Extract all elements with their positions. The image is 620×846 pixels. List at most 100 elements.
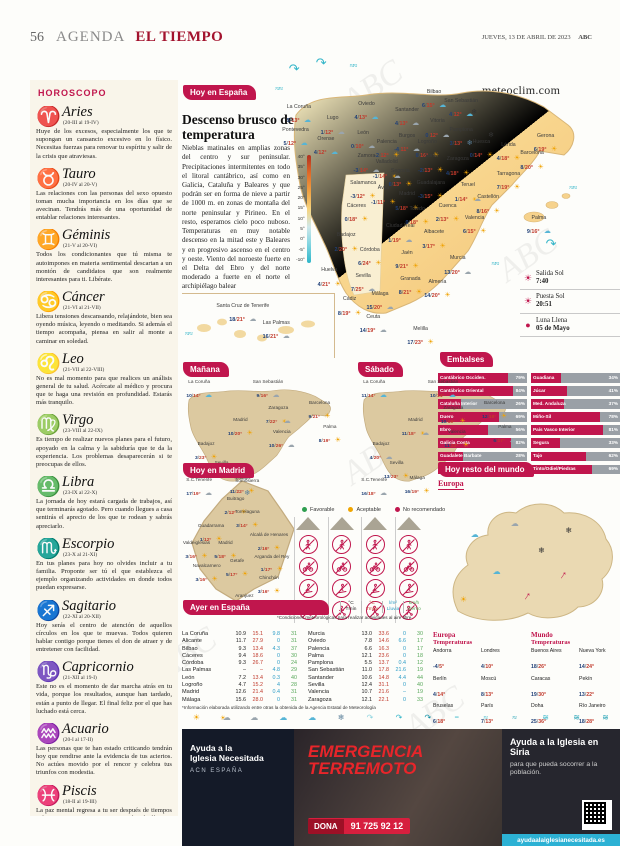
city-name: Madrid: [399, 191, 415, 198]
legend-weather-icon: ≈: [483, 713, 488, 722]
reservoir-row: País Vasco Interior 81%: [531, 425, 620, 435]
scale-label: 25°: [297, 185, 305, 191]
map-city: La Coruña 513° ☁: [287, 104, 311, 127]
mini-map-city: S.C.Tenerife 1618° ☁: [361, 477, 388, 500]
activity-not-recommended-icon: [365, 557, 385, 576]
reservoir-name: Cantábrico Oriental: [440, 387, 484, 393]
city-temps: 213°: [436, 217, 449, 223]
city-temps: -213°: [418, 168, 432, 174]
sun-moon-icon: ●: [525, 319, 531, 330]
mini-map-city: S.C.Tenerife 1719° ☁: [186, 477, 212, 500]
reservoir-name: Med. Andaluza: [533, 400, 566, 406]
weather-icon: ☀: [389, 198, 396, 206]
reservoir-pct: 69%: [608, 466, 618, 472]
map-city: Almería 1420° ☀: [424, 279, 450, 302]
map-city: Zamora -314° ☁: [354, 153, 380, 176]
city-temps: 413°: [354, 115, 367, 121]
ad-url-link[interactable]: ayudaalaiglesianecesitada.es: [502, 834, 620, 846]
dona-phone: 91 725 92 12: [350, 821, 404, 831]
weather-icon: ☀: [439, 242, 446, 250]
wave-icon: [350, 61, 357, 70]
yesterday-row: Madrid 12.6 21.4 0.4 31: [182, 689, 297, 696]
madrid-badge: Hoy en Madrid: [183, 463, 255, 478]
legend-weather-icon: ☀: [192, 713, 201, 722]
ad-right-text: para que pueda socorrer a la población.: [510, 760, 598, 776]
weather-icon: ☀: [273, 545, 281, 553]
weather-main: Hoy en España Descenso brusco de tempera…: [182, 55, 620, 846]
city-temps: 012°: [425, 133, 438, 139]
reservoir-row: Galicia Costa 82%: [438, 438, 527, 448]
reservoir-row: Guadalete Barbate 28%: [438, 451, 527, 462]
yesterday-row: Palencia 6.6 16.3 0 17: [308, 645, 423, 652]
weather-icon: ☀: [334, 280, 342, 288]
city-name: San Sebastián: [444, 97, 478, 104]
city-name: Castellón: [477, 194, 499, 201]
legend-dot-icon: [302, 507, 307, 513]
reservoir-row: Miño-Sil 78%: [531, 412, 620, 422]
map-city: Guadalajara -315° ☀: [416, 179, 445, 203]
scale-label: -5°: [298, 247, 305, 253]
madrid-town: Valdeiglesias 316° ☀: [183, 540, 210, 563]
activity-legend-item: No recomendado: [394, 507, 445, 513]
city-name: Ciudad Real: [386, 223, 415, 230]
city-temps: 916°: [527, 229, 540, 235]
sun-moon-value: 05 de Mayo: [536, 324, 570, 332]
cloud-icon: ☁: [510, 518, 519, 528]
reservoir-bar: [531, 412, 601, 422]
brand: ABC: [578, 34, 592, 41]
city-temps: 1320°: [444, 270, 460, 276]
city-temps: 512°: [283, 141, 296, 147]
weather-icon: ☁: [412, 146, 420, 154]
map-city: Málaga 1520° ☁: [366, 291, 393, 314]
scale-gradient-bar: [306, 155, 311, 263]
city-name: Bilbao: [426, 89, 442, 96]
weather-icon: ☀: [453, 216, 460, 224]
activity-not-recommended-icon: [365, 579, 385, 598]
city-name: Murcia: [449, 255, 466, 262]
activity-not-recommended-icon: [399, 579, 419, 598]
reservoir-row: Segura 33%: [531, 438, 620, 448]
weather-icon: ☀: [246, 430, 253, 438]
city-temps: 112°: [321, 130, 334, 136]
qr-code[interactable]: [582, 800, 612, 830]
weather-icon: ☁: [405, 236, 413, 244]
weather-icon: ☀: [486, 152, 494, 160]
page-header: JUEVES, 13 DE ABRIL DE 2023 ABC 56 AGEND…: [30, 28, 592, 50]
reservoir-bar: [531, 425, 604, 435]
weather-icon: ☀: [351, 245, 358, 253]
header-label: Lluvia: [386, 606, 400, 612]
map-city: Orense 412° ☁: [314, 136, 338, 159]
reservoir-name: Guadalete Barbate: [440, 453, 482, 459]
city-name: Guadalajara: [416, 179, 445, 186]
map-city: Palma 916° ☁: [527, 215, 551, 238]
map-city: Bilbao 615° ☁: [422, 89, 446, 112]
sign-dates: (20-I al 17-II): [63, 736, 93, 743]
weather-icon: ☀: [513, 184, 521, 192]
weather-icon: ☁: [412, 120, 420, 127]
city-name: Teruel: [460, 182, 475, 189]
advertisement-banner[interactable]: Ayuda a la Iglesia Necesitada ACN ESPAÑA …: [182, 729, 620, 846]
weather-icon: ☁: [303, 117, 311, 125]
map-city: Ceuta 1419° ☁: [360, 314, 387, 337]
sign-text: Las personas que te han estado criticand…: [36, 744, 172, 777]
legend-dot-icon: [348, 507, 354, 513]
weather-icon: ☁: [380, 490, 388, 498]
city-temps: 518°: [395, 206, 408, 212]
sign-text: Las relaciones con las personas del sexo…: [36, 189, 172, 222]
city-temps: 819°: [338, 311, 351, 317]
zodiac-icon: ♓: [36, 784, 61, 807]
sierra-column: [394, 517, 423, 623]
zodiac-icon: ♈: [36, 106, 61, 128]
yesterday-headers: °C Tmín °C Tmáx l/m² Lluvia km/h Viento: [340, 601, 424, 613]
map-city: Murcia 1320° ☁: [444, 255, 471, 278]
ad-donate-button[interactable]: DONA 91 725 92 12: [308, 818, 411, 834]
map-city: Burgos -411° ☁: [394, 133, 420, 156]
map-city: Lugo 112° ☁: [321, 115, 345, 138]
city-temps: -114°: [373, 174, 387, 180]
reservoir-bar: [438, 451, 463, 462]
sun-moon-icon: ☀: [523, 272, 533, 283]
yesterday-table: La Coruña 10.9 15.1 9.8 31 Alicante 11.7 27…: [182, 631, 427, 704]
reservoir-name: Ebro: [440, 426, 451, 432]
city-name: Lérida: [501, 141, 516, 148]
legend-weather-icon: ↷: [395, 713, 403, 722]
